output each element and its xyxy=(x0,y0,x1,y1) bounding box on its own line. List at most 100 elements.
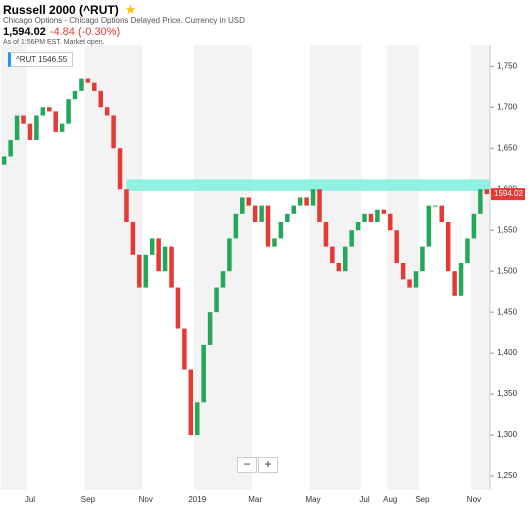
candle xyxy=(355,222,361,231)
candle xyxy=(285,213,290,223)
candle xyxy=(471,213,477,239)
as-of: As of 1:56PM EST. Market open. xyxy=(3,39,105,46)
title: Russell 2000 (^RUT) xyxy=(3,3,119,17)
highlight-band xyxy=(126,179,490,191)
title-row: Russell 2000 (^RUT) ★ xyxy=(3,2,136,18)
y-tick-label: 1,300 xyxy=(497,430,518,439)
change: -4.84 (-0.30%) xyxy=(49,26,121,38)
candle xyxy=(79,78,84,91)
candle xyxy=(297,197,303,206)
candle xyxy=(259,205,264,223)
candle xyxy=(130,222,136,255)
candle xyxy=(310,189,316,206)
candle xyxy=(117,148,123,190)
candle xyxy=(240,197,245,214)
candle xyxy=(220,271,226,288)
candle xyxy=(98,90,103,108)
y-tick-label: 1,650 xyxy=(497,143,518,152)
zoom-in[interactable]: + xyxy=(258,457,278,473)
candle xyxy=(375,209,380,223)
candle xyxy=(439,205,444,223)
candle xyxy=(323,222,329,247)
month-shade xyxy=(309,45,362,490)
candle xyxy=(349,230,354,247)
x-tick-label: Mar xyxy=(248,495,262,504)
candle xyxy=(214,287,219,313)
candle xyxy=(420,246,425,272)
candle xyxy=(169,246,174,288)
candle xyxy=(34,115,39,141)
candle xyxy=(336,262,342,272)
subtitle: Chicago Options - Chicago Options Delaye… xyxy=(3,16,245,25)
candle xyxy=(368,213,374,223)
candle xyxy=(233,213,239,239)
candle xyxy=(381,209,387,214)
x-tick-label: Jul xyxy=(25,495,35,504)
candle xyxy=(188,369,194,436)
candle xyxy=(27,123,33,141)
x-tick-label: Sep xyxy=(415,495,430,504)
candle xyxy=(400,262,406,280)
candle xyxy=(317,189,322,223)
x-tick-label: 2019 xyxy=(188,495,206,504)
star[interactable]: ★ xyxy=(124,2,137,17)
candle xyxy=(433,205,438,207)
candle xyxy=(137,254,142,288)
candle xyxy=(246,197,251,206)
candle xyxy=(452,271,457,296)
y-tick-label: 1,350 xyxy=(497,389,518,398)
x-tick-label: Nov xyxy=(139,495,153,504)
month-shade xyxy=(1,45,27,490)
candle xyxy=(92,82,97,91)
y-tick-label: 1,250 xyxy=(497,471,518,480)
y-tick-label: 1,550 xyxy=(497,225,518,234)
zoom-out[interactable]: − xyxy=(237,457,257,473)
last-price-label: 1594.02 xyxy=(494,189,523,198)
y-tick-label: 1,500 xyxy=(497,266,518,275)
month-shade xyxy=(84,45,143,490)
y-tick-label: 1,700 xyxy=(497,102,518,111)
candle xyxy=(149,238,155,255)
candle xyxy=(484,189,490,195)
y-tick-label: 1,450 xyxy=(497,307,518,316)
candle xyxy=(304,197,309,206)
candle xyxy=(162,246,168,272)
candle xyxy=(265,205,271,247)
candle xyxy=(201,344,206,403)
candle xyxy=(278,222,284,239)
candle xyxy=(458,262,464,296)
candle xyxy=(445,222,451,272)
y-tick-label: 1,400 xyxy=(497,348,518,357)
candle xyxy=(111,115,116,149)
candle xyxy=(47,107,52,112)
candle xyxy=(40,107,46,116)
candle xyxy=(362,213,367,223)
candle xyxy=(104,107,110,116)
candle xyxy=(53,111,58,132)
candle xyxy=(14,115,20,141)
x-tick-label: Sep xyxy=(81,495,96,504)
candle xyxy=(182,328,187,370)
month-shade xyxy=(470,45,490,490)
candle xyxy=(291,205,297,214)
candle xyxy=(66,99,71,124)
candle xyxy=(272,238,277,247)
last-price-box xyxy=(491,188,525,201)
candle xyxy=(124,189,129,223)
candle xyxy=(426,205,432,247)
x-tick-label: Nov xyxy=(467,495,481,504)
candle xyxy=(227,238,232,272)
candle xyxy=(21,115,26,124)
candle xyxy=(1,156,7,165)
candle xyxy=(207,312,213,345)
candle xyxy=(478,189,483,214)
legend[interactable]: ^RUT 1546.55 xyxy=(8,52,74,67)
candle xyxy=(59,123,65,132)
month-shade xyxy=(194,45,252,490)
candle xyxy=(342,246,348,272)
candle xyxy=(72,90,78,100)
price: 1,594.02 xyxy=(3,26,46,38)
candle xyxy=(175,287,181,329)
